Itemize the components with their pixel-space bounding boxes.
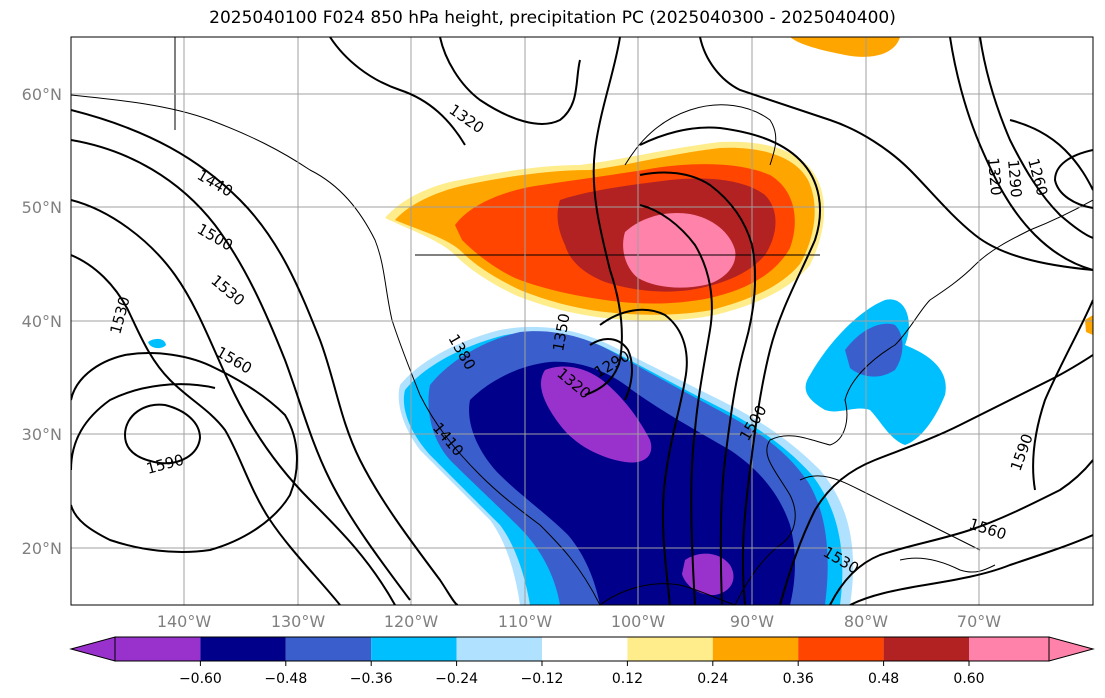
colorbar-segment	[456, 637, 542, 661]
longitude-labels: 140°W 130°W 120°W 110°W 100°W 90°W 80°W …	[157, 612, 1001, 631]
lon-label: 120°W	[384, 612, 439, 631]
lon-label: 80°W	[844, 612, 888, 631]
contour-label: 1290	[1004, 159, 1025, 199]
colorbar-tick-label: −0.48	[264, 671, 307, 687]
colorbar-border	[114, 636, 1050, 662]
colorbar-segment	[969, 637, 1049, 661]
lon-label: 140°W	[157, 612, 212, 631]
colorbar-ticks	[199, 661, 970, 666]
fill-purple	[540, 366, 652, 463]
map-layers: 1320 1440 1500 1530 1530 1560 1590 1380 …	[71, 37, 1093, 605]
lon-label: 90°W	[730, 612, 774, 631]
colorbar-segment	[798, 637, 884, 661]
colorbar-tick-label: 0.48	[868, 671, 899, 687]
colorbar-segment	[712, 637, 799, 661]
colorbar-segment	[371, 637, 457, 661]
fill-atlantic-orange	[1085, 315, 1093, 335]
colorbar-tick-label: −0.12	[521, 671, 564, 687]
latitude-labels: 60°N 50°N 40°N 30°N 20°N	[22, 85, 62, 558]
negative-precip-fill	[148, 299, 946, 605]
gridlines	[71, 37, 1093, 605]
height-contours	[71, 37, 1093, 605]
fill-east-royal	[845, 323, 903, 377]
colorbar-tick-label: 0.60	[953, 671, 984, 687]
map-title: 2025040100 F024 850 hPa height, precipit…	[209, 8, 896, 28]
lon-label: 130°W	[271, 612, 326, 631]
map-border	[70, 36, 1094, 606]
fill-pink	[623, 212, 736, 288]
colorbar-tick-label: −0.24	[435, 671, 478, 687]
fill-hudson-orange	[790, 37, 900, 57]
colorbar-segment	[115, 637, 201, 661]
colorbar-right-triangle	[1048, 636, 1095, 662]
colorbar-tick-label: −0.60	[179, 671, 222, 687]
coastlines	[71, 37, 1093, 605]
colorbar: −0.60 −0.48 −0.36 −0.24 −0.12 0.12 0.24 …	[69, 636, 1095, 687]
lat-label: 20°N	[22, 539, 62, 558]
colorbar-left-triangle	[69, 636, 116, 662]
fill-navy	[469, 361, 795, 605]
lon-label: 100°W	[611, 612, 666, 631]
colorbar-tick-label: 0.24	[697, 671, 728, 687]
colorbar-tick-label: 0.12	[612, 671, 643, 687]
colorbar-segment	[627, 637, 713, 661]
colorbar-tick-label: 0.36	[783, 671, 814, 687]
lat-label: 40°N	[22, 312, 62, 331]
lon-label: 70°W	[957, 612, 1001, 631]
lat-label: 50°N	[22, 198, 62, 217]
colorbar-segment	[542, 637, 628, 661]
colorbar-segment	[200, 637, 286, 661]
lon-label: 110°W	[498, 612, 553, 631]
fill-pacific-cyan	[148, 338, 166, 349]
contour-label: 1320	[984, 157, 1005, 197]
colorbar-tick-label: −0.36	[350, 671, 393, 687]
colorbar-segment	[285, 637, 372, 661]
lat-label: 30°N	[22, 425, 62, 444]
colorbar-segment	[883, 637, 969, 661]
lat-label: 60°N	[22, 85, 62, 104]
